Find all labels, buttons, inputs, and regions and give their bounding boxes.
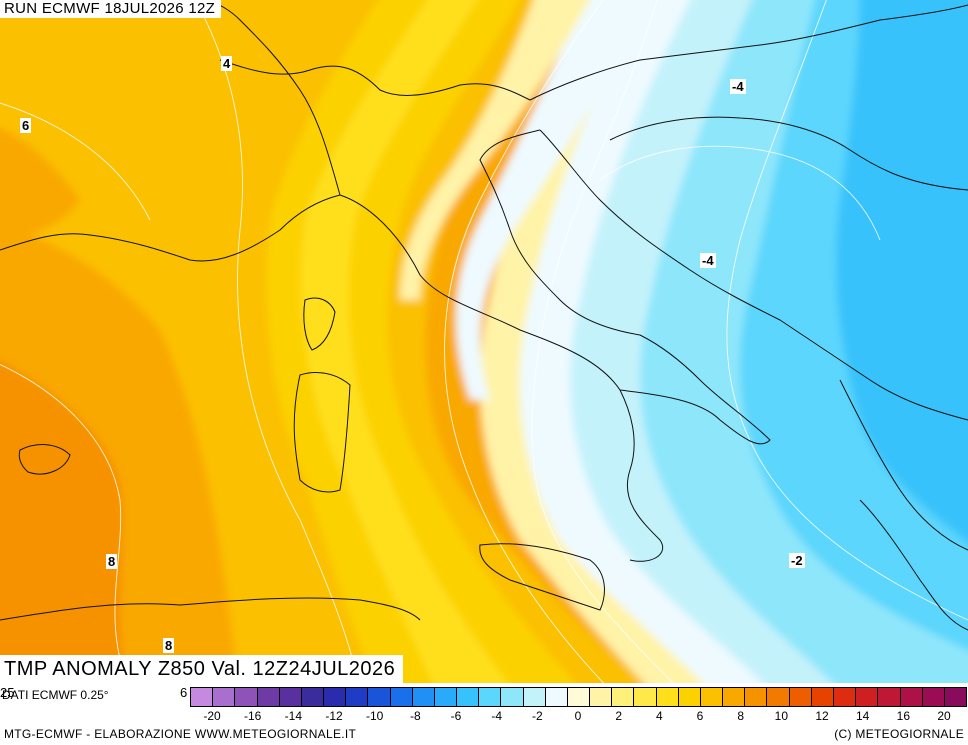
color-swatch <box>433 687 458 707</box>
color-swatch <box>921 687 945 707</box>
temperature-field <box>0 0 968 683</box>
color-swatch <box>899 687 923 707</box>
color-swatch <box>300 687 325 707</box>
color-swatch <box>655 687 679 707</box>
color-scale-tick-label: 10 <box>774 709 789 723</box>
color-scale-tick-label: -12 <box>325 709 343 723</box>
color-swatch <box>411 687 435 707</box>
color-swatch <box>367 687 391 707</box>
data-source-label: DATI ECMWF 0.25° <box>2 688 109 702</box>
color-swatch <box>256 687 280 707</box>
color-swatch <box>810 687 834 707</box>
level-label: 6 <box>180 685 188 700</box>
color-swatch <box>633 687 657 707</box>
contour-label: 8 <box>106 554 118 569</box>
color-swatch <box>766 687 790 707</box>
legend-footer: 25 DATI ECMWF 0.25° 6 -20 -16 -14 -12 -10 -8-… <box>0 683 968 745</box>
color-swatch <box>544 687 568 707</box>
coastlines-borders <box>0 0 968 631</box>
color-swatch <box>522 687 546 707</box>
color-scale-tick-label: 20 <box>937 709 951 723</box>
color-swatch <box>566 687 591 707</box>
color-swatch <box>190 687 214 707</box>
color-scale-tick-label: 4 <box>655 709 663 723</box>
color-scale-tick-label: -4 <box>491 709 502 723</box>
color-scale-tick-label: -14 <box>284 709 302 723</box>
color-scale-tick-label: 8 <box>737 709 744 723</box>
color-swatch <box>855 687 879 707</box>
run-label: RUN ECMWF 18JUL2026 12Z <box>0 0 222 18</box>
color-swatch <box>212 687 236 707</box>
color-scale-tick-label: 16 <box>896 709 911 723</box>
color-scale-tick-label: -8 <box>409 709 421 723</box>
color-swatch <box>744 687 768 707</box>
color-swatch <box>456 687 480 707</box>
color-swatch <box>323 687 347 707</box>
color-swatch <box>699 687 724 707</box>
color-scale-tick-label: 0 <box>574 709 582 723</box>
color-scale-tick-label: 2 <box>615 709 622 723</box>
map-title: TMP ANOMALY Z850 Val. 12Z24JUL2026 <box>0 655 404 683</box>
color-scale-tick-label: 12 <box>815 709 829 723</box>
color-swatch <box>345 687 369 707</box>
contour-label: 6 <box>20 118 32 133</box>
color-scale-tick-label: -2 <box>531 709 543 723</box>
color-swatch <box>589 687 613 707</box>
color-scale-tick-label: -10 <box>365 709 384 723</box>
color-swatch <box>943 687 968 707</box>
color-scale-tick-label: 6 <box>696 709 704 723</box>
color-scale-tick-label: 14 <box>855 709 870 723</box>
color-scale-tick-label: -6 <box>450 709 462 723</box>
contour-label: 4 <box>221 56 233 71</box>
color-swatch <box>832 687 857 707</box>
contour-lines <box>0 0 968 683</box>
contour-label: -2 <box>789 553 805 568</box>
contour-label: -4 <box>700 253 716 268</box>
color-swatch <box>788 687 812 707</box>
credit-right: (C) METEOGIORNALE <box>834 727 964 741</box>
contour-label: -4 <box>730 79 746 94</box>
credit-left: MTG-ECMWF - ELABORAZIONE WWW.METEOGIORNA… <box>4 727 357 741</box>
color-swatch <box>722 687 746 707</box>
contour-label: 8 <box>163 638 175 653</box>
color-scale-tick-label: -20 <box>203 709 221 723</box>
color-swatch <box>677 687 701 707</box>
color-swatch <box>478 687 502 707</box>
anomaly-map[interactable] <box>0 0 968 683</box>
color-swatch <box>611 687 635 707</box>
color-swatch <box>877 687 901 707</box>
color-scale-ticks: -20 -16 -14 -12 -10 -8 -6 -4 -2 0 2 4 6 8 10 12 14 16 20 <box>190 709 966 725</box>
color-swatch <box>278 687 302 707</box>
color-swatch <box>234 687 258 707</box>
color-scale-bar <box>190 687 968 707</box>
color-swatch <box>389 687 413 707</box>
color-scale-tick-label: -16 <box>243 709 262 723</box>
level-label: 25 <box>0 685 15 700</box>
color-swatch <box>500 687 524 707</box>
